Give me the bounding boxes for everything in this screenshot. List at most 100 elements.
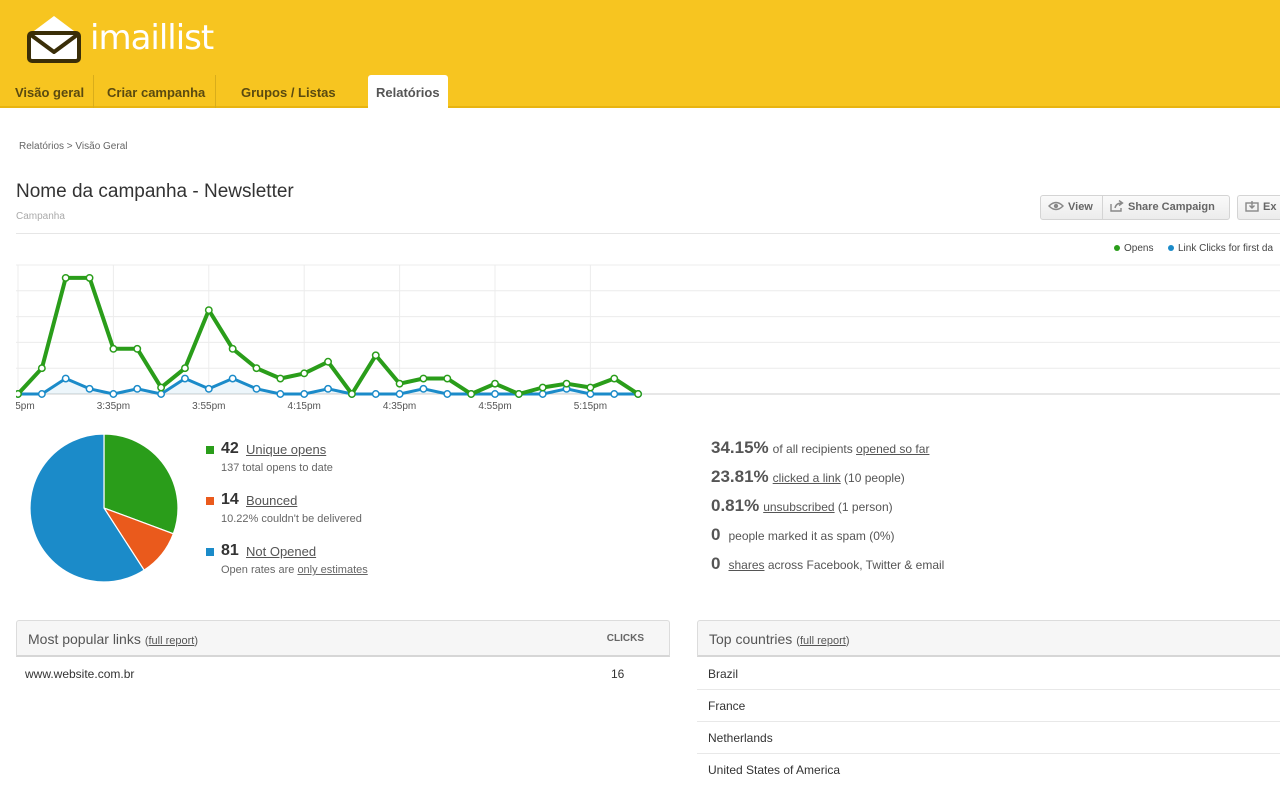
point-link-clicks[interactable] <box>61 374 70 383</box>
popular-links-panel-header: Most popular links (full report) CLICKS <box>16 620 670 657</box>
link-row: www.website.com.br 16 <box>25 658 645 690</box>
point-link-clicks[interactable] <box>324 384 332 393</box>
view-button-label: View <box>1068 201 1093 213</box>
point-link-clicks[interactable] <box>37 390 46 398</box>
shares-suffix: across Facebook, Twitter & email <box>764 558 945 572</box>
point-link-clicks[interactable] <box>419 384 428 393</box>
point-opens[interactable] <box>133 344 142 353</box>
popular-links-full-report: (full report) <box>144 635 199 647</box>
point-opens[interactable] <box>610 374 619 383</box>
point-link-clicks[interactable] <box>157 390 166 398</box>
point-opens[interactable] <box>634 390 643 398</box>
share-campaign-button[interactable]: Share Campaign <box>1102 195 1230 220</box>
export-button-label: Ex <box>1263 201 1277 213</box>
top-countries-full-report: (full report) <box>796 635 850 647</box>
top-countries-panel-header: Top countries (full report) <box>697 620 1280 657</box>
point-opens[interactable] <box>157 383 166 392</box>
unsubscribed-suffix: (1 person) <box>834 500 893 514</box>
point-link-clicks[interactable] <box>395 390 404 398</box>
x-tick-label: 3:55pm <box>192 401 225 412</box>
swatch-not-opened <box>206 548 214 556</box>
brand-logo-text: imaillist <box>90 18 214 58</box>
export-icon <box>1245 201 1259 212</box>
shares-count: 0 <box>711 554 721 573</box>
opened-percent: 34.15% <box>711 438 769 457</box>
unique-opens-link[interactable]: Unique opens <box>246 442 327 457</box>
page-subtitle: Campanha <box>16 211 65 222</box>
popular-links-full-report-link[interactable]: full report <box>148 635 195 647</box>
header-divider <box>16 233 1280 234</box>
point-link-clicks[interactable] <box>228 374 237 383</box>
point-opens[interactable] <box>204 306 213 315</box>
point-link-clicks[interactable] <box>181 374 189 383</box>
point-opens[interactable] <box>586 383 595 392</box>
point-opens[interactable] <box>443 374 452 383</box>
point-opens[interactable] <box>419 374 428 383</box>
bounced-count: 14 <box>221 491 239 508</box>
point-opens[interactable] <box>371 351 380 360</box>
opened-so-far-link[interactable]: opened so far <box>856 442 930 456</box>
point-opens[interactable] <box>109 344 118 353</box>
point-link-clicks[interactable] <box>85 384 94 393</box>
x-tick-label: 3:15pm <box>16 401 35 412</box>
point-opens[interactable] <box>538 383 547 392</box>
shares-link[interactable]: shares <box>728 558 765 572</box>
point-opens[interactable] <box>276 374 285 383</box>
clicked-a-link-link[interactable]: clicked a link <box>772 471 841 485</box>
not-opened-link[interactable]: Not Opened <box>246 544 317 559</box>
point-link-clicks[interactable] <box>252 384 261 393</box>
popular-links-title-text: Most popular links <box>28 631 141 647</box>
export-button[interactable]: Ex <box>1237 195 1280 220</box>
eye-icon <box>1048 201 1064 211</box>
point-link-clicks[interactable] <box>109 390 118 398</box>
point-opens[interactable] <box>16 390 22 398</box>
top-countries-title-text: Top countries <box>709 631 793 647</box>
pie-slice-not-opened[interactable] <box>29 433 145 583</box>
link-url[interactable]: www.website.com.br <box>25 667 135 681</box>
point-opens[interactable] <box>300 369 309 378</box>
nav-tab-create-campaign[interactable]: Criar campanha <box>94 75 216 108</box>
point-opens[interactable] <box>181 364 189 373</box>
point-opens[interactable] <box>324 357 332 366</box>
point-opens[interactable] <box>562 379 571 388</box>
point-opens[interactable] <box>252 364 261 373</box>
unsubscribed-link[interactable]: unsubscribed <box>763 500 835 514</box>
point-opens[interactable] <box>85 273 94 282</box>
breadcrumb: Relatórios > Visão Geral <box>19 141 128 152</box>
top-countries-full-report-link[interactable]: full report <box>799 635 846 647</box>
point-opens[interactable] <box>514 390 523 398</box>
only-estimates-link[interactable]: only estimates <box>297 564 368 576</box>
pie-slice-unique-opens[interactable] <box>103 433 179 535</box>
series-area-link-clicks <box>18 378 639 394</box>
nav-tab-overview[interactable]: Visão geral <box>0 75 94 108</box>
link-clicks: 16 <box>611 667 625 681</box>
point-opens[interactable] <box>491 379 499 388</box>
point-link-clicks[interactable] <box>133 384 142 393</box>
nav-tab-reports[interactable]: Relatórios <box>368 75 448 108</box>
country-row: United States of America <box>708 763 841 777</box>
point-link-clicks[interactable] <box>443 390 452 398</box>
point-link-clicks[interactable] <box>491 390 499 398</box>
point-link-clicks[interactable] <box>610 390 619 398</box>
point-opens[interactable] <box>347 390 356 398</box>
swatch-unique-opens <box>206 446 214 454</box>
spam-text: people marked it as spam (0%) <box>728 529 895 543</box>
bounced-link[interactable]: Bounced <box>246 493 298 508</box>
bounced-rate-text: 10.22% couldn't be delivered <box>221 513 362 525</box>
point-opens[interactable] <box>37 364 46 373</box>
point-link-clicks[interactable] <box>300 390 309 398</box>
point-link-clicks[interactable] <box>371 390 380 398</box>
point-opens[interactable] <box>61 273 70 282</box>
point-opens[interactable] <box>395 379 404 388</box>
point-opens[interactable] <box>228 344 237 353</box>
view-button[interactable]: View <box>1040 195 1103 220</box>
point-link-clicks[interactable] <box>586 390 595 398</box>
point-link-clicks[interactable] <box>204 384 213 393</box>
point-link-clicks[interactable] <box>276 390 285 398</box>
point-link-clicks[interactable] <box>538 390 547 398</box>
unsubscribed-percent: 0.81% <box>711 496 760 515</box>
point-opens[interactable] <box>467 390 476 398</box>
legend-item-opens: Opens <box>1114 243 1153 254</box>
nav-tab-groups-lists[interactable]: Grupos / Listas <box>241 85 336 100</box>
country-row: France <box>697 690 1280 722</box>
